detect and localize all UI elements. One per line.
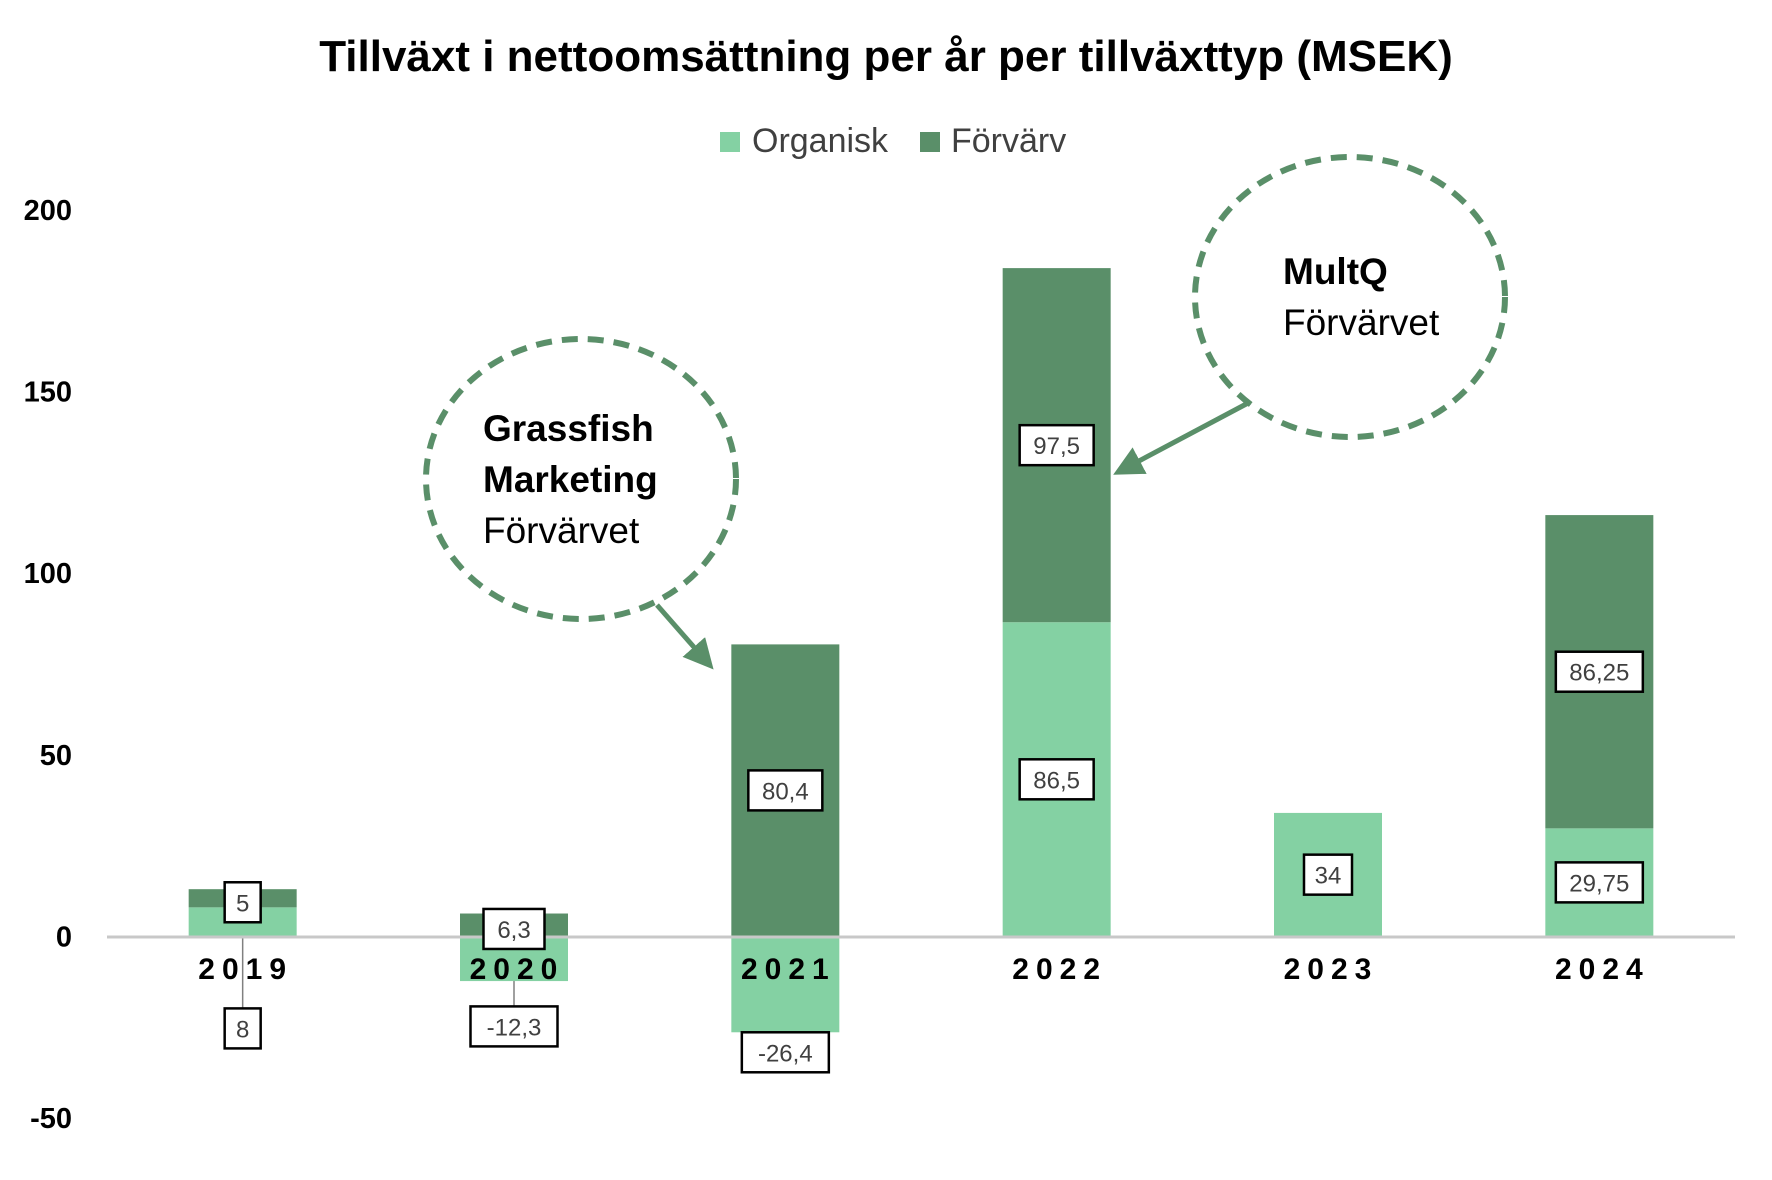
y-tick-label: 200 [24,195,72,227]
data-label-text: 5 [236,890,249,917]
bar-organisk-2021 [731,936,840,1033]
x-tick-label: 2019 [198,953,293,986]
legend: Organisk Förvärv [720,122,1066,160]
data-label: 8 [223,1007,262,1050]
data-label: 86,25 [1554,650,1645,693]
data-label-box [1018,423,1095,467]
data-label: 29,75 [1554,861,1645,904]
annotation-line-2: Marketing [483,459,658,500]
data-label-box [1554,861,1645,904]
y-tick-label: 150 [24,377,72,409]
data-label-text: 80,4 [762,778,809,805]
data-label: 5 [223,881,262,924]
chart-title: Tillväxt i nettoomsättning per år per ti… [319,32,1453,81]
x-axis: 2019 2020 2021 2022 2023 2024 [198,953,1650,986]
data-label-box [1554,650,1645,693]
data-label: 80,4 [747,769,824,812]
y-axis: -50 0 50 100 150 200 [24,195,72,1135]
x-tick-label: 2023 [1284,953,1379,986]
annotation-line-3: Förvärvet [483,510,640,551]
legend-swatch-forvarv [920,132,940,152]
data-label: -26,4 [740,1031,831,1074]
data-label-box [223,881,262,924]
annotation-grassfish: Grassfish Marketing Förvärvet [423,336,739,670]
x-tick-label: 2022 [1012,953,1107,986]
data-label-box [469,1005,559,1048]
data-label: -12,3 [469,1005,559,1048]
y-tick-label: 100 [24,558,72,590]
x-tick-label: 2020 [470,953,565,986]
data-label-box [1302,853,1354,896]
data-labels: 8 5 -12,3 6,3 -26,4 80,4 86,5 97,5 34 29,75 86,25 [223,423,1645,1074]
data-label: 86,5 [1018,758,1095,801]
annotation-multq: MultQ Förvärvet [1113,154,1508,475]
legend-swatch-organisk [720,132,740,152]
data-label-box [1018,758,1095,801]
data-label: 34 [1302,853,1354,896]
data-label-text: -26,4 [758,1040,813,1067]
annotation-arrow [655,603,714,670]
data-label-text: -12,3 [487,1014,542,1041]
data-label-box [740,1031,831,1074]
data-label-text: 6,3 [497,917,530,944]
data-label-box [747,769,824,812]
annotation-arrow [1113,399,1252,475]
annotation-bubble [1192,154,1508,440]
legend-label-organisk: Organisk [752,122,889,160]
annotation-line-1: MultQ [1283,251,1388,292]
data-label-text: 86,5 [1033,767,1080,794]
data-label: 6,3 [482,907,546,951]
data-label-box [223,1007,262,1050]
y-tick-label: -50 [30,1103,72,1135]
annotation-line-2: Förvärvet [1283,302,1440,343]
x-tick-label: 2024 [1555,953,1650,986]
data-label-text: 8 [236,1016,249,1043]
data-label-box [482,907,546,951]
y-tick-label: 0 [56,921,72,953]
data-label-text: 34 [1315,863,1342,890]
data-label-text: 29,75 [1569,870,1629,897]
data-label-text: 97,5 [1033,433,1080,460]
x-tick-label: 2021 [741,953,836,986]
legend-label-forvarv: Förvärv [951,122,1066,160]
y-tick-label: 50 [40,740,72,772]
annotation-line-1: Grassfish [483,408,654,449]
annotation-bubble [423,336,739,622]
data-label: 97,5 [1018,423,1095,467]
data-label-text: 86,25 [1569,660,1629,687]
